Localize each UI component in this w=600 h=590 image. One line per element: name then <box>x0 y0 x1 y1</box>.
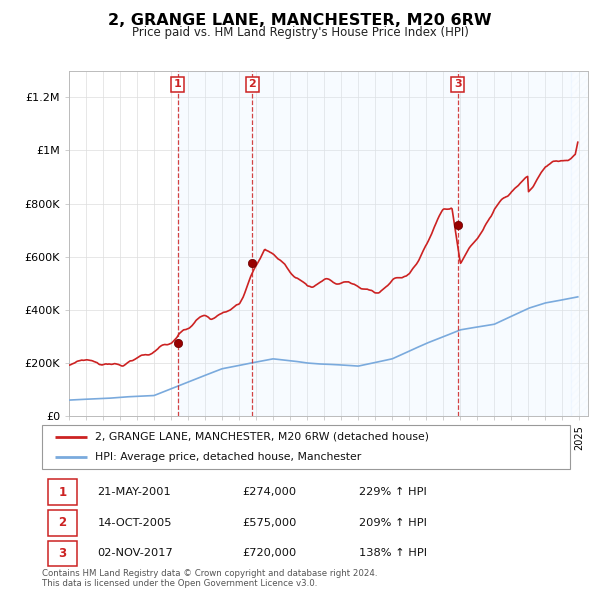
Text: 14-OCT-2005: 14-OCT-2005 <box>97 518 172 527</box>
FancyBboxPatch shape <box>49 540 77 566</box>
Text: £575,000: £575,000 <box>242 518 297 527</box>
Text: £720,000: £720,000 <box>242 549 297 558</box>
Text: 3: 3 <box>454 80 461 90</box>
Text: 2: 2 <box>248 80 256 90</box>
Text: Contains HM Land Registry data © Crown copyright and database right 2024.
This d: Contains HM Land Registry data © Crown c… <box>42 569 377 588</box>
Text: 2, GRANGE LANE, MANCHESTER, M20 6RW (detached house): 2, GRANGE LANE, MANCHESTER, M20 6RW (det… <box>95 432 429 442</box>
Text: 209% ↑ HPI: 209% ↑ HPI <box>359 518 427 527</box>
Text: 1: 1 <box>59 486 67 499</box>
Text: 229% ↑ HPI: 229% ↑ HPI <box>359 487 427 497</box>
Text: £274,000: £274,000 <box>242 487 297 497</box>
Text: 3: 3 <box>59 547 67 560</box>
Text: 1: 1 <box>173 80 181 90</box>
FancyBboxPatch shape <box>49 479 77 505</box>
FancyBboxPatch shape <box>42 425 570 469</box>
Text: HPI: Average price, detached house, Manchester: HPI: Average price, detached house, Manc… <box>95 452 361 462</box>
Text: 2, GRANGE LANE, MANCHESTER, M20 6RW: 2, GRANGE LANE, MANCHESTER, M20 6RW <box>108 13 492 28</box>
Text: 138% ↑ HPI: 138% ↑ HPI <box>359 549 427 558</box>
Text: Price paid vs. HM Land Registry's House Price Index (HPI): Price paid vs. HM Land Registry's House … <box>131 26 469 39</box>
Text: 02-NOV-2017: 02-NOV-2017 <box>97 549 173 558</box>
Text: 21-MAY-2001: 21-MAY-2001 <box>97 487 171 497</box>
FancyBboxPatch shape <box>49 510 77 536</box>
Text: 2: 2 <box>59 516 67 529</box>
Bar <box>571 71 588 416</box>
Bar <box>178 71 571 416</box>
